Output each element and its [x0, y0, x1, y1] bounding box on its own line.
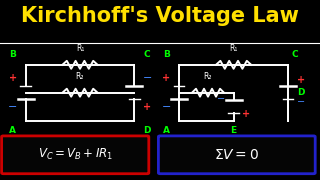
- Text: R₂: R₂: [76, 72, 84, 81]
- Text: A: A: [163, 126, 170, 135]
- Text: +: +: [143, 102, 151, 112]
- Text: R₂: R₂: [204, 72, 212, 81]
- Text: +: +: [162, 73, 171, 83]
- Text: +: +: [297, 75, 305, 85]
- FancyBboxPatch shape: [158, 136, 315, 174]
- Text: −: −: [142, 73, 152, 83]
- Text: −: −: [297, 97, 305, 107]
- Text: $V_C = V_B + IR_1$: $V_C = V_B + IR_1$: [38, 147, 113, 162]
- Text: +: +: [242, 109, 251, 119]
- Text: −: −: [8, 102, 18, 112]
- Text: R₁: R₁: [229, 44, 238, 53]
- Text: B: B: [9, 50, 16, 59]
- FancyBboxPatch shape: [2, 136, 149, 174]
- Text: C: C: [291, 50, 298, 59]
- Text: $\Sigma V = 0$: $\Sigma V = 0$: [214, 148, 259, 162]
- Text: B: B: [163, 50, 170, 59]
- Text: E: E: [230, 126, 237, 135]
- Text: −: −: [217, 94, 225, 104]
- Text: +: +: [9, 73, 17, 83]
- Text: D: D: [298, 88, 305, 97]
- Text: −: −: [162, 102, 171, 112]
- Text: A: A: [9, 126, 16, 135]
- Text: D: D: [143, 126, 151, 135]
- Text: C: C: [144, 50, 150, 59]
- Text: R₁: R₁: [76, 44, 84, 53]
- Text: Kirchhoff's Voltage Law: Kirchhoff's Voltage Law: [21, 6, 299, 26]
